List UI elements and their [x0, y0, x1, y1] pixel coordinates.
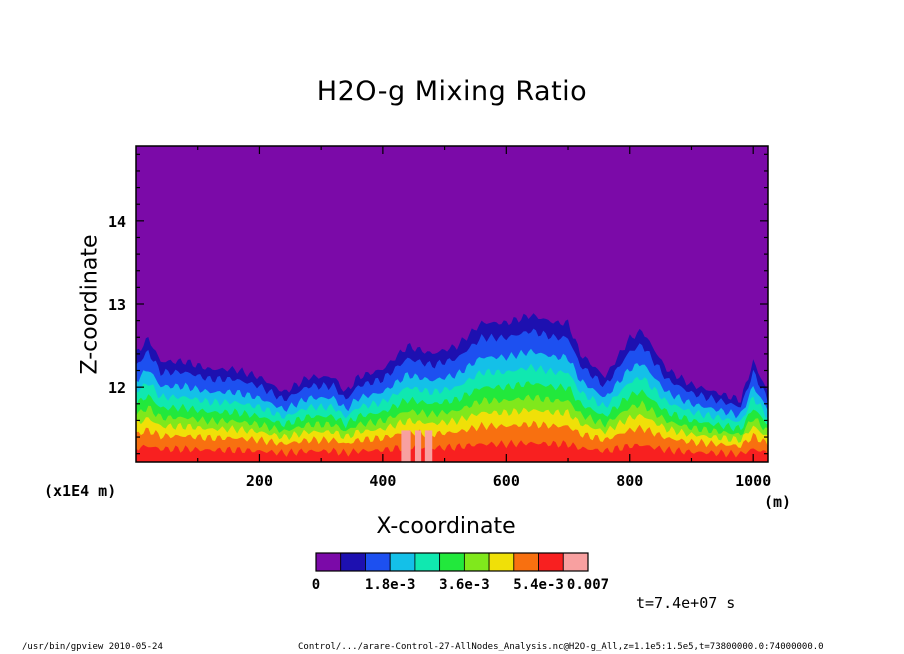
- y-axis-label: Z-coordinate: [77, 234, 103, 375]
- colorbar-label: 0.007: [567, 577, 609, 593]
- y-tick-label: 12: [108, 379, 126, 397]
- colorbar-swatch: [414, 552, 441, 572]
- colorbar-swatch: [340, 552, 366, 572]
- axis-ticks: 200 400 600 800 1000 12 13 14: [108, 146, 771, 490]
- colorbar-swatch: [389, 552, 416, 572]
- footer-program: /usr/bin/gpview 2010-05-24: [22, 642, 163, 652]
- footer-source: Control/.../arare-Control-27-AllNodes_An…: [298, 642, 824, 652]
- colorbar-label: 3.6e-3: [439, 577, 490, 593]
- heatmap-field: [136, 313, 768, 462]
- contour-band-8: [136, 420, 768, 462]
- chart-title: H2O-g Mixing Ratio: [316, 76, 588, 107]
- colorbar-label: 1.8e-3: [365, 577, 416, 593]
- colorbar-swatch: [315, 552, 342, 572]
- colorbar: 0 1.8e-3 3.6e-3 5.4e-3 0.007: [312, 552, 609, 593]
- x-tick-label: 800: [616, 472, 643, 490]
- contour-peak-2: [424, 430, 433, 462]
- colorbar-swatch: [439, 552, 465, 572]
- contour-peak-1: [414, 430, 422, 462]
- colorbar-swatch: [365, 552, 391, 572]
- colorbar-swatch: [488, 552, 515, 572]
- colorbar-label: 5.4e-3: [513, 577, 564, 593]
- contour-band-9: [136, 439, 768, 462]
- x-tick-label: 1000: [735, 472, 771, 490]
- time-label: t=7.4e+07 s: [636, 594, 736, 612]
- colorbar-swatch: [538, 552, 564, 572]
- x-axis-label: X-coordinate: [376, 514, 516, 539]
- y-axis-unit: (x1E4 m): [44, 482, 117, 500]
- colorbar-swatch: [463, 552, 490, 572]
- x-tick-label: 200: [246, 472, 273, 490]
- x-tick-label: 400: [369, 472, 396, 490]
- contour-peak-0: [401, 430, 411, 462]
- colorbar-swatch: [513, 552, 539, 572]
- y-tick-label: 13: [108, 296, 126, 314]
- x-axis-unit: (m): [764, 493, 792, 511]
- colorbar-frame: [315, 552, 589, 572]
- colorbar-swatch: [562, 552, 589, 572]
- colorbar-label: 0: [312, 577, 320, 593]
- x-tick-label: 600: [493, 472, 520, 490]
- y-tick-label: 14: [108, 213, 126, 231]
